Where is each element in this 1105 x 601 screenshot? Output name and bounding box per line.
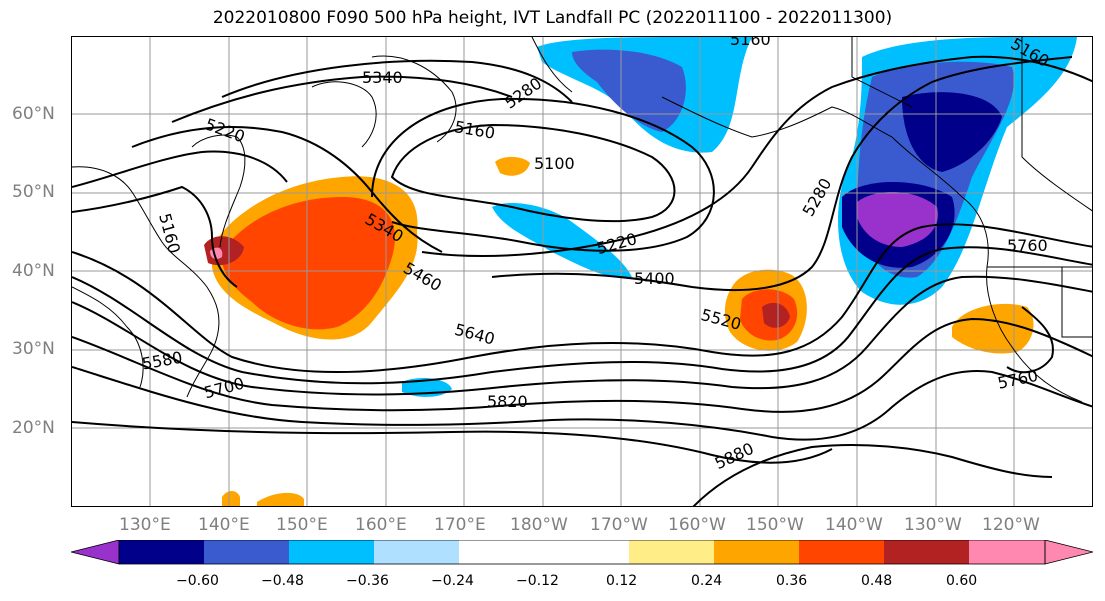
colorbar-bin: [629, 540, 714, 564]
colorbar-tick: −0.24: [431, 573, 474, 589]
lon-label-140w: 140°W: [825, 515, 883, 535]
contour-label: 5700: [202, 373, 246, 402]
colorbar: [71, 540, 1093, 565]
contour-label: 5760: [1007, 236, 1048, 255]
contour-label: 5160: [453, 117, 496, 143]
lon-label-170e: 170°E: [434, 515, 486, 535]
colorbar-bin: [969, 540, 1045, 564]
contour-label: 5400: [634, 269, 675, 288]
contour-label: 5580: [140, 348, 183, 374]
ivt-negative-north: [402, 37, 752, 397]
lon-label-130w: 130°W: [904, 515, 962, 535]
colorbar-tick: 0.60: [946, 573, 978, 589]
colorbar-bin: [714, 540, 799, 564]
map-svg: 5160 5340 5280 5220 5160 5100 5160 5340 …: [72, 37, 1092, 506]
lon-label-160e: 160°E: [355, 515, 407, 535]
map-title: 2022010800 F090 500 hPa height, IVT Land…: [212, 8, 893, 28]
ivt-negative-east: [838, 37, 1077, 305]
ivt-positive-central: [724, 269, 807, 351]
colorbar-tick: −0.12: [516, 573, 559, 589]
ivt-positive-west: [204, 176, 418, 340]
lat-label-30n: 30°N: [12, 339, 55, 359]
colorbar-tick: −0.48: [261, 573, 304, 589]
contour-label: 5160: [730, 37, 771, 49]
ivt-positive-east: [222, 156, 1034, 506]
colorbar-tick: 0.36: [776, 573, 808, 589]
contour-label: 5280: [799, 175, 836, 220]
colorbar-tick: −0.60: [176, 573, 219, 589]
lat-label-20n: 20°N: [12, 418, 55, 438]
colorbar-bin: [204, 540, 289, 564]
contour-label: 5220: [203, 115, 248, 147]
contour-label: 5760: [996, 366, 1040, 393]
lon-label-150e: 150°E: [276, 515, 328, 535]
lon-label-170w: 170°W: [590, 515, 648, 535]
height-contours: [72, 55, 1092, 506]
map-panel: 5160 5340 5280 5220 5160 5100 5160 5340 …: [71, 36, 1093, 507]
contour-label: 5160: [155, 211, 184, 255]
colorbar-bin: [374, 540, 459, 564]
colorbar-bin: [119, 540, 204, 564]
contour-label: 5820: [487, 392, 528, 411]
colorbar-bin: [884, 540, 969, 564]
lon-label-130e: 130°E: [119, 515, 171, 535]
lat-label-40n: 40°N: [12, 261, 55, 281]
coastlines: [72, 37, 1092, 403]
lon-label-180w: 180°W: [510, 515, 568, 535]
colorbar-tick: −0.36: [346, 573, 389, 589]
colorbar-tick: 0.48: [861, 573, 893, 589]
colorbar-bin: [799, 540, 884, 564]
contour-label: 5460: [400, 258, 445, 295]
lat-label-50n: 50°N: [12, 182, 55, 202]
contour-label: 5220: [595, 229, 639, 258]
lon-label-150w: 150°W: [746, 515, 804, 535]
colorbar-bin: [289, 540, 374, 564]
colorbar-tick: 0.24: [691, 573, 723, 589]
lon-label-140e: 140°E: [198, 515, 250, 535]
colorbar-extend-high: [1044, 540, 1093, 565]
colorbar-bin: [459, 540, 629, 564]
contour-label: 5100: [534, 154, 575, 173]
lat-label-60n: 60°N: [12, 104, 55, 124]
contour-label: 5640: [453, 320, 497, 349]
contour-label: 5340: [362, 68, 403, 87]
colorbar-extend-low: [71, 540, 120, 565]
colorbar-tick: 0.12: [606, 573, 638, 589]
lon-label-160w: 160°W: [668, 515, 726, 535]
lon-label-120w: 120°W: [982, 515, 1040, 535]
